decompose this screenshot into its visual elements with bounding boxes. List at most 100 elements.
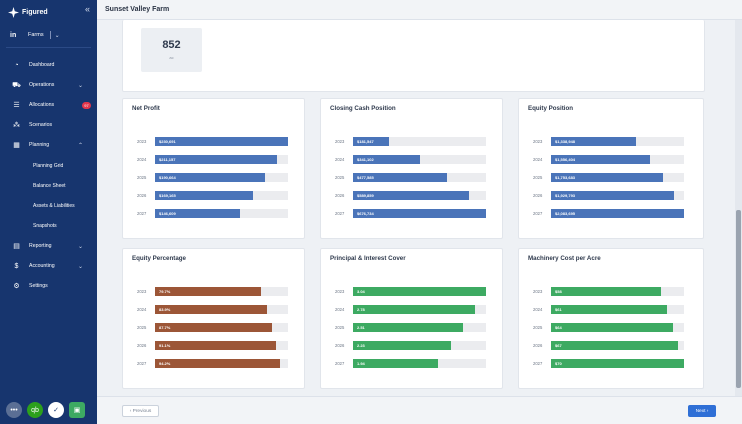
bar-fill[interactable]: $146,609	[155, 209, 240, 218]
sidebar-item-settings[interactable]: ⚙ Settings	[0, 279, 97, 293]
bar-fill[interactable]: 94.2%	[155, 359, 281, 368]
closing-cash-card: Closing Cash Position 2023 $181,547 2024 $34…	[320, 98, 503, 239]
sidebar-item-operations[interactable]: ⛟ Operations ⌄	[0, 78, 97, 92]
card-title: Closing Cash Position	[330, 105, 396, 112]
green-app-icon[interactable]: ▣	[69, 402, 85, 418]
bar-value-label: $477,585	[357, 175, 374, 180]
bar-value-label: $64	[555, 325, 562, 330]
bar-fill[interactable]: $190,664	[155, 173, 265, 182]
bar-value-label: 94.2%	[159, 361, 171, 366]
farms-label: Farms	[28, 32, 44, 38]
previous-button[interactable]: ‹ Previous	[122, 405, 159, 417]
collapse-sidebar-icon[interactable]: «	[85, 4, 91, 14]
bar-year-label: 2025	[533, 175, 543, 180]
bar-fill[interactable]: 2.23	[353, 341, 451, 350]
scrollbar-thumb[interactable]	[736, 210, 741, 388]
bar-year-label: 2024	[335, 157, 345, 162]
next-button[interactable]: Next ›	[688, 405, 716, 417]
bar-value-label: $58	[555, 289, 562, 294]
bar-fill[interactable]: 3.04	[353, 287, 486, 296]
farm-icon: in	[10, 31, 17, 39]
sidebar-subitem-assets-liabilities[interactable]: Assets & Liabilities	[33, 203, 75, 209]
bar-fill[interactable]: 1.94	[353, 359, 438, 368]
bar-year-label: 2025	[533, 325, 543, 330]
bar-row: 2023 $58	[519, 287, 699, 296]
bar-row: 2026 $67	[519, 341, 699, 350]
bar-fill[interactable]: 2.51	[353, 323, 463, 332]
bar-track: $61	[551, 305, 684, 314]
sidebar-subitem-planning-grid[interactable]: Planning Grid	[33, 163, 64, 169]
bar-year-label: 2027	[533, 211, 543, 216]
bar-track: 91.1%	[155, 341, 288, 350]
chevron-right-icon: ›	[705, 408, 709, 414]
area-card: 852 ac	[122, 20, 705, 92]
bar-year-label: 2024	[137, 307, 147, 312]
bar-fill[interactable]: $341,102	[353, 155, 421, 164]
bar-value-label: 1.94	[357, 361, 365, 366]
chevron-up-icon: ⌃	[78, 142, 84, 149]
bar-fill[interactable]: $230,691	[155, 137, 288, 146]
bar-fill[interactable]: $1,338,948	[551, 137, 637, 146]
bar-value-label: 2.23	[357, 343, 365, 348]
bar-track: $1,338,948	[551, 137, 684, 146]
bar-value-label: $1,338,948	[555, 139, 576, 144]
bar-row: 2025 $64	[519, 323, 699, 332]
sidebar-item-planning[interactable]: ▦ Planning ⌃	[0, 138, 97, 152]
sidebar-subitem-balance-sheet[interactable]: Balance Sheet	[33, 183, 66, 189]
bar-row: 2027 $70	[519, 359, 699, 368]
bar-fill[interactable]: $61	[551, 305, 667, 314]
bar-fill[interactable]: $64	[551, 323, 673, 332]
bar-value-label: 2.78	[357, 307, 365, 312]
bar-track: $64	[551, 323, 684, 332]
xero-icon[interactable]: ✓	[48, 402, 64, 418]
bar-year-label: 2026	[533, 343, 543, 348]
farms-selector[interactable]: in Farms ⌄	[10, 28, 60, 42]
integration-apps: ••• qb ✓ ▣	[6, 402, 85, 418]
more-icon[interactable]: •••	[6, 402, 22, 418]
sidebar-item-label: Allocations	[29, 102, 55, 108]
scrollbar-track[interactable]	[735, 20, 742, 396]
bar-fill[interactable]: $181,547	[353, 137, 389, 146]
bar-track: $341,102	[353, 155, 486, 164]
bar-fill[interactable]: $211,157	[155, 155, 277, 164]
equity-position-card: Equity Position 2023 $1,338,948 2024 $1,556,…	[518, 98, 704, 239]
bar-row: 2025 $190,664	[123, 173, 303, 182]
gear-icon: ⚙	[13, 283, 20, 290]
bar-fill[interactable]: 91.1%	[155, 341, 277, 350]
sidebar-subitem-snapshots[interactable]: Snapshots	[33, 223, 57, 229]
area-stat: 852 ac	[141, 28, 202, 72]
bar-year-label: 2023	[533, 289, 543, 294]
bar-fill[interactable]: $169,165	[155, 191, 253, 200]
sidebar-item-allocations[interactable]: ☰ Allocations 97	[0, 98, 97, 112]
sidebar-item-reporting[interactable]: ▤ Reporting ⌄	[0, 239, 97, 253]
report-icon: ▤	[13, 243, 20, 250]
bar-fill[interactable]: $1,556,404	[551, 155, 651, 164]
bar-row: 2024 $61	[519, 305, 699, 314]
bar-fill[interactable]: 2.78	[353, 305, 475, 314]
quickbooks-icon[interactable]: qb	[27, 402, 43, 418]
chevron-down-icon: ⌄	[78, 82, 84, 89]
sidebar-item-scenarios[interactable]: ⁂ Scenarios	[0, 118, 97, 132]
figured-logo[interactable]: Figured	[8, 5, 48, 19]
bar-year-label: 2024	[335, 307, 345, 312]
bar-fill[interactable]: $676,734	[353, 209, 486, 218]
bar-value-label: 2.51	[357, 325, 365, 330]
bar-fill[interactable]: $477,585	[353, 173, 447, 182]
bar-fill[interactable]: 87.7%	[155, 323, 272, 332]
sidebar-item-dashboard[interactable]: ◔ Dashboard	[0, 58, 97, 72]
bar-fill[interactable]: 83.9%	[155, 305, 267, 314]
sidebar-item-label: Reporting	[29, 243, 52, 249]
allocations-count-badge: 97	[82, 101, 91, 109]
bar-fill[interactable]: $70	[551, 359, 684, 368]
footer-bar: ‹ Previous Next ›	[97, 396, 742, 424]
bar-year-label: 2027	[335, 361, 345, 366]
bar-fill[interactable]: $67	[551, 341, 679, 350]
sidebar-item-accounting[interactable]: $ Accounting ⌄	[0, 259, 97, 273]
bar-fill[interactable]: $1,929,793	[551, 191, 675, 200]
bar-fill[interactable]: 79.7%	[155, 287, 261, 296]
bar-fill[interactable]: $589,859	[353, 191, 469, 200]
bar-fill[interactable]: $2,083,695	[551, 209, 684, 218]
bar-fill[interactable]: $1,753,683	[551, 173, 663, 182]
bar-fill[interactable]: $58	[551, 287, 662, 296]
bar-track: 87.7%	[155, 323, 288, 332]
